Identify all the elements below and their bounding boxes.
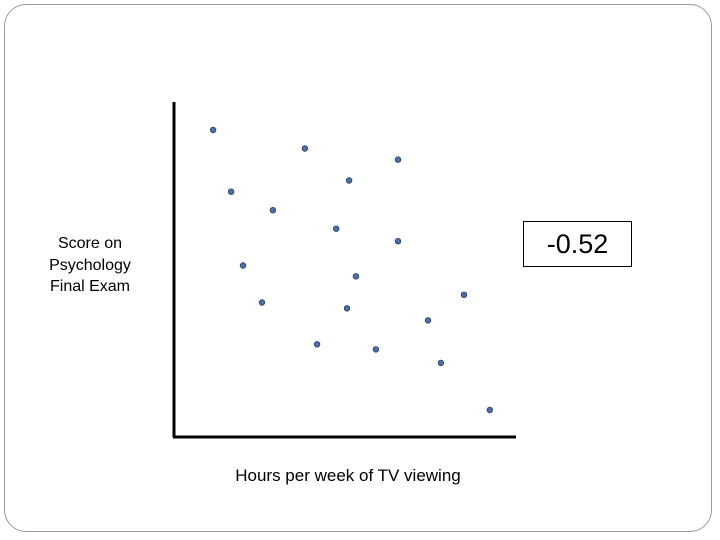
correlation-coefficient: -0.52 [523, 221, 632, 267]
data-point-6 [301, 145, 309, 152]
data-point-9 [343, 305, 351, 312]
data-point-11 [352, 273, 360, 280]
data-point-14 [394, 237, 402, 245]
data-point-15 [424, 317, 432, 324]
data-point-18 [486, 406, 493, 414]
data-point-5 [269, 206, 277, 214]
data-point-8 [333, 225, 340, 232]
y-axis-label-line-3: Final Exam [49, 278, 131, 295]
data-point-4 [258, 299, 266, 306]
x-axis-label: Hours per week of TV viewing [235, 466, 461, 485]
data-point-3 [239, 262, 247, 269]
data-point-16 [437, 359, 445, 367]
y-axis-label: Score on Psychology Final Exam [30, 233, 150, 298]
data-point-17 [460, 291, 468, 298]
data-points [209, 126, 493, 414]
data-point-10 [345, 177, 353, 184]
y-axis-label-line-2: Psychology [49, 256, 131, 274]
data-point-7 [313, 341, 321, 348]
data-point-1 [209, 126, 217, 134]
data-point-12 [372, 346, 380, 353]
data-point-2 [227, 188, 235, 195]
y-axis-label-line-1: Score on [57, 235, 123, 252]
data-point-13 [394, 156, 402, 163]
slide-frame [4, 4, 712, 532]
